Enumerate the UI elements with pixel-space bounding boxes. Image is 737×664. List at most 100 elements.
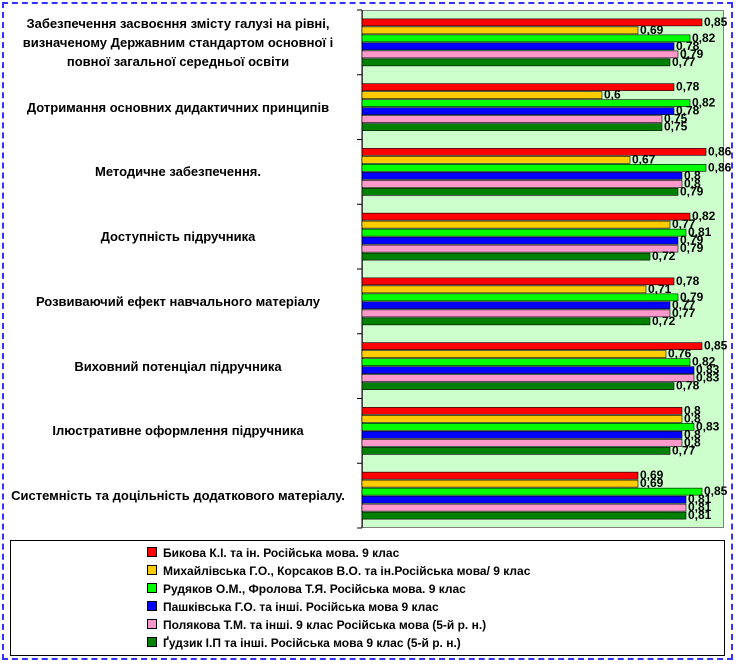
category-label: Ілюстративне оформлення підручника [52, 423, 304, 439]
data-label: 0,78 [676, 104, 700, 118]
data-label: 0,8 [684, 403, 701, 417]
bar [361, 212, 691, 221]
data-label: 0,83 [696, 371, 720, 385]
bar [361, 309, 671, 318]
data-label: 0,81 [688, 225, 712, 239]
bar-chart: 0,850,690,820,780,790,770,780,60,820,780… [357, 9, 732, 529]
data-label: 0,79 [680, 241, 704, 255]
bar [361, 415, 683, 423]
data-label: 0,72 [652, 314, 676, 328]
bar [361, 471, 639, 480]
data-label: 0,85 [704, 484, 728, 498]
bar [361, 439, 683, 447]
bar [361, 301, 671, 310]
data-label: 0,8 [684, 427, 701, 441]
data-label: 0,83 [696, 363, 720, 377]
data-label: 0,69 [640, 468, 664, 482]
data-label: 0,78 [676, 379, 700, 393]
bar [361, 58, 671, 67]
data-label: 0,77 [672, 306, 696, 320]
legend-item: Ґудзик І.П та інші. Російська мова 9 кла… [147, 634, 461, 652]
bar [361, 503, 687, 512]
legend-item: Полякова Т.М. та інші. 9 клас Російська … [147, 616, 486, 634]
legend-label: Бикова К.І. та ін. Російська мова. 9 кла… [163, 546, 400, 560]
bar [361, 244, 679, 253]
bar [361, 366, 695, 374]
legend-label: Михайлівська Г.О., Корсаков В.О. та ін.Р… [163, 564, 531, 578]
legend-label: Ґудзик І.П та інші. Російська мова 9 кла… [163, 636, 461, 650]
legend-item: Пашківська Г.О. та інші. Російська мова … [147, 598, 439, 616]
bar [361, 431, 683, 439]
category-label: Розвиваючий ефект навчального матеріалу [35, 293, 321, 309]
bar [361, 495, 687, 504]
bar [361, 156, 631, 164]
data-label: 0,75 [664, 120, 688, 134]
data-label: 0,77 [672, 443, 696, 457]
bar [361, 317, 651, 326]
legend-item: Михайлівська Г.О., Корсаков В.О. та ін.Р… [147, 562, 530, 580]
data-label: 0,76 [668, 347, 692, 361]
bar [361, 42, 675, 51]
data-label: 0,75 [664, 112, 688, 126]
legend-item: Бикова К.І. та ін. Російська мова. 9 кла… [147, 544, 399, 562]
data-label: 0,82 [692, 355, 716, 369]
bar [361, 172, 683, 180]
data-label: 0,81 [688, 508, 712, 522]
bar [361, 228, 687, 237]
data-label: 0,8 [684, 411, 701, 425]
data-label: 0,83 [696, 419, 720, 433]
legend-swatch [147, 619, 157, 629]
data-label: 0,69 [640, 476, 664, 490]
bar [361, 148, 707, 156]
bar [361, 236, 679, 245]
bar [361, 83, 675, 91]
category-label: Доступність підручника [100, 229, 256, 245]
data-label: 0,82 [692, 31, 716, 45]
data-label: 0,71 [648, 282, 672, 296]
data-label: 0,85 [704, 339, 728, 353]
legend-swatch [147, 637, 157, 647]
legend-label: Полякова Т.М. та інші. 9 клас Російська … [163, 618, 487, 632]
bar [361, 447, 671, 455]
bar [361, 123, 663, 131]
data-label: 0,78 [676, 274, 700, 288]
data-label: 0,77 [672, 298, 696, 312]
legend-swatch [147, 583, 157, 593]
data-label: 0,77 [672, 55, 696, 69]
category-label: Забезпечення засвоєння змісту галузі на … [22, 15, 334, 69]
data-label: 0,82 [692, 96, 716, 110]
bar [361, 350, 667, 358]
data-label: 0,67 [632, 152, 656, 166]
bar [361, 374, 695, 382]
bar [361, 487, 703, 496]
data-label: 0,85 [704, 15, 728, 29]
legend-swatch [147, 601, 157, 611]
data-label: 0,82 [692, 209, 716, 223]
data-label: 0,8 [684, 176, 701, 190]
bar [361, 252, 651, 261]
bar [361, 115, 663, 123]
category-label: Методичне забезпечення. [94, 164, 262, 180]
data-label: 0,78 [676, 39, 700, 53]
data-label: 0,79 [680, 47, 704, 61]
data-label: 0,6 [604, 88, 621, 102]
bar [361, 34, 691, 43]
bar [361, 107, 675, 115]
data-label: 0,79 [680, 233, 704, 247]
bar [361, 18, 703, 27]
legend-label: Пашківська Г.О. та інші. Російська мова … [163, 600, 439, 614]
bar [361, 423, 695, 431]
bar [361, 91, 603, 99]
legend-label: Рудяков О.М., Фролова Т.Я. Російська мов… [163, 582, 466, 596]
data-label: 0,81 [688, 492, 712, 506]
data-label: 0,86 [708, 144, 732, 158]
bar [361, 277, 675, 286]
bar [361, 180, 683, 188]
bar [361, 50, 679, 59]
bar [361, 188, 679, 196]
bar [361, 99, 691, 107]
bar [361, 285, 647, 294]
data-label: 0,69 [640, 23, 664, 37]
bar [361, 407, 683, 415]
